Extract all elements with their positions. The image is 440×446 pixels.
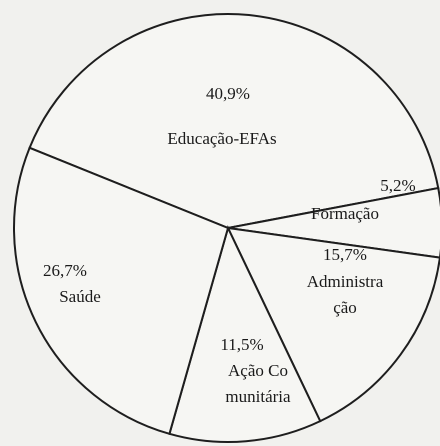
value-label: 15,7%: [323, 245, 367, 264]
value-label: 26,7%: [43, 261, 87, 280]
slice-label: Educação-EFAs: [167, 129, 276, 148]
value-label: 40,9%: [206, 84, 250, 103]
value-label: 5,2%: [380, 176, 415, 195]
pie-slice: [13, 146, 230, 436]
pie-slice: [168, 225, 322, 443]
slice-label: Formação: [311, 204, 379, 223]
slice-label: Administra ção: [307, 272, 384, 317]
pie-slice: [226, 226, 440, 423]
slice-label: Saúde: [59, 287, 101, 306]
value-label: 11,5%: [220, 335, 263, 354]
pie-slice: [28, 13, 440, 230]
slice-label: Ação Co munitária: [225, 361, 291, 406]
